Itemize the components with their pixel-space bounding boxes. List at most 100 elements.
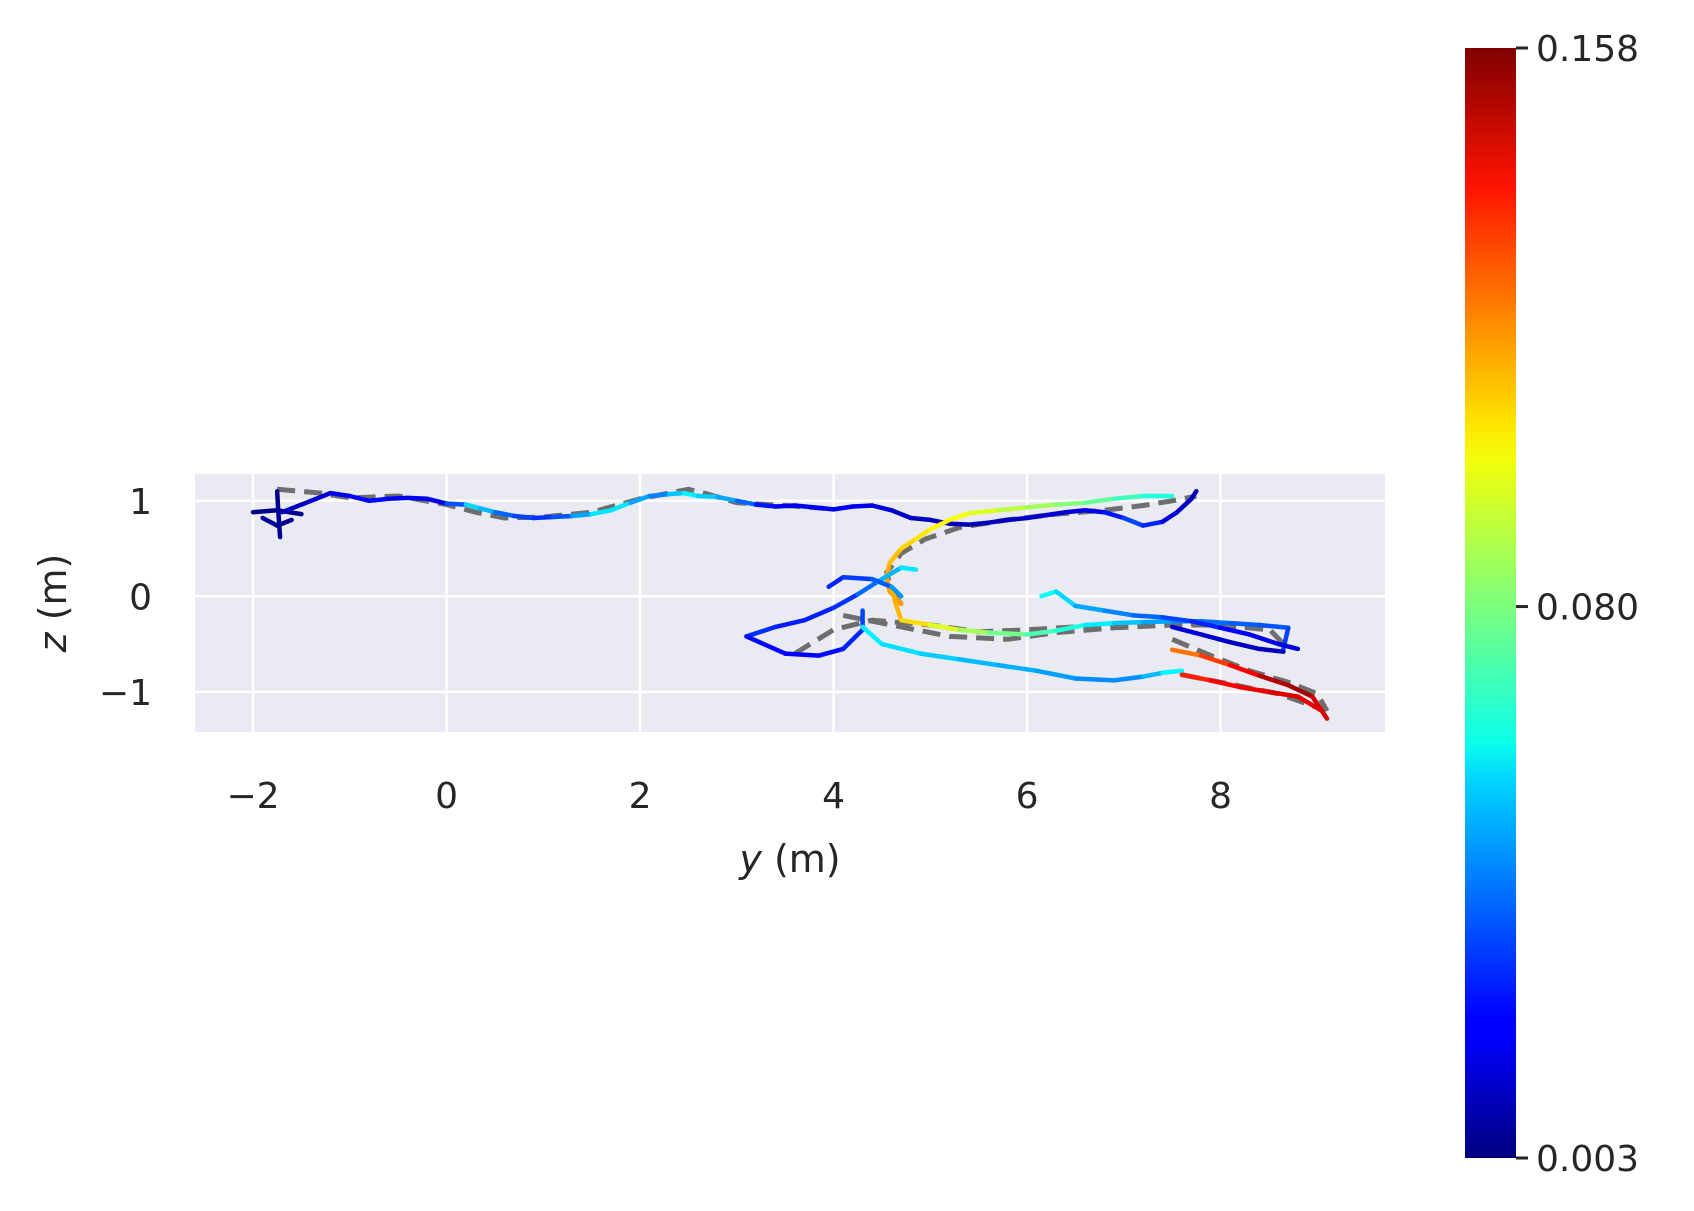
trajectory-segment [1140, 618, 1175, 625]
trajectory-segment [492, 509, 517, 519]
trajectory-segment [1198, 632, 1233, 645]
trajectory-segment [550, 513, 575, 520]
trajectory-segment [628, 493, 652, 505]
trajectory-segment [753, 502, 778, 509]
trajectory-segment [1256, 622, 1291, 631]
trajectory-segment [1044, 509, 1068, 518]
trajectory-segment [889, 586, 899, 609]
colorbar-tick-label: 0.080 [1536, 588, 1639, 629]
trajectory-segment [840, 627, 865, 652]
trajectory-segment [1266, 689, 1301, 699]
trajectory-segment [695, 493, 720, 500]
trajectory-segment [869, 576, 894, 590]
trajectory-segment [744, 634, 788, 656]
trajectory-segment [995, 662, 1039, 674]
trajectory-segment [1174, 496, 1194, 515]
colorbar [1465, 48, 1516, 1158]
y-tick-label: 1 [129, 482, 152, 523]
trajectory-segment [1198, 653, 1233, 668]
trajectory-segment [1053, 622, 1088, 633]
trajectory-segment [308, 490, 333, 504]
trajectory-segment [1053, 589, 1078, 609]
trajectory-segment [1063, 508, 1088, 515]
trajectory-segment [1276, 641, 1301, 652]
trajectory-segment [1034, 668, 1078, 681]
trajectory-segment [831, 504, 856, 512]
trajectory-segment [773, 503, 798, 509]
reference-path [1181, 672, 1323, 712]
trajectory-segment [478, 506, 498, 515]
trajectory-segment [957, 627, 991, 635]
trajectory-segment [773, 617, 807, 630]
trajectory-segment [274, 517, 294, 528]
trajectory-segment [1024, 512, 1049, 521]
trajectory-segment [986, 517, 1010, 525]
trajectory-segment [1247, 632, 1281, 647]
trajectory-segment [957, 657, 1001, 668]
trajectory-segment [913, 527, 933, 542]
trajectory-segment [279, 498, 314, 515]
trajectory-segment [1082, 620, 1117, 628]
trajectory-segment [589, 508, 614, 517]
trajectory-segment [570, 511, 594, 519]
x-tick-labels: −2 0 2 4 6 8 [227, 776, 1232, 817]
trajectory-segment [1208, 678, 1243, 690]
trajectory-segment [802, 605, 836, 623]
trajectory-segment [995, 505, 1030, 513]
trajectory-segment [1169, 647, 1204, 658]
x-axis-label-unit: (m) [762, 837, 841, 881]
y-axis-label-var: z [31, 631, 75, 653]
trajectory-segment [1005, 515, 1030, 523]
trajectory-segment [608, 500, 633, 513]
trajectory-segment [250, 508, 280, 515]
trajectory-segment [366, 496, 391, 504]
trajectory-segment [1111, 674, 1146, 683]
trajectory-segment [1131, 613, 1165, 620]
trajectory-segment [1053, 500, 1088, 507]
trajectory-segment [831, 592, 860, 611]
x-tick-label: 0 [435, 776, 458, 817]
trajectory-segment [1256, 646, 1286, 654]
trajectory-segment [1179, 672, 1214, 683]
trajectory-segment [1295, 694, 1325, 714]
trajectory-segment [1082, 496, 1117, 505]
trajectory-segment [782, 651, 822, 658]
trajectory-segment [860, 624, 885, 647]
trajectory-segment [1140, 519, 1165, 528]
trajectory-segment [1140, 670, 1165, 679]
trajectory-segment [647, 491, 672, 499]
trajectory-segment [512, 513, 536, 521]
trajectory-segment [879, 641, 923, 656]
trajectory-segment [947, 521, 972, 527]
trajectory-segment [1256, 673, 1291, 688]
trajectory-segment [1121, 515, 1146, 528]
y-axis-label-unit: (m) [31, 554, 75, 633]
x-tick-label: 6 [1016, 776, 1039, 817]
trajectory-segment [1160, 615, 1194, 624]
trajectory-segment [869, 503, 894, 513]
trajectory-segment [947, 510, 972, 523]
trajectory-segment [811, 505, 836, 512]
trajectory-segment [850, 503, 875, 509]
x-axis-label: y (m) [738, 837, 840, 881]
trajectory-segment [889, 584, 904, 599]
trajectory-segment [966, 520, 991, 527]
trajectory-segment [1218, 625, 1252, 637]
trajectory-segment [966, 508, 1001, 516]
trajectory-segment [1024, 628, 1059, 637]
trajectory-segment [899, 536, 919, 551]
trajectory-segment [463, 502, 483, 511]
trajectory-segment [826, 574, 846, 590]
trajectory-segment [744, 624, 778, 639]
trajectory-segment [531, 514, 556, 521]
trajectory-segment [260, 515, 280, 528]
trajectory-segment [1039, 589, 1059, 599]
trajectory-segment [1102, 509, 1127, 521]
colorbar-tick-label: 0.003 [1536, 1139, 1639, 1180]
trajectory-segment [1189, 488, 1199, 502]
trajectory-segment [899, 565, 919, 572]
trajectory-segment [928, 622, 962, 633]
trajectory-segment [899, 617, 933, 628]
trajectory-segment [889, 508, 914, 521]
